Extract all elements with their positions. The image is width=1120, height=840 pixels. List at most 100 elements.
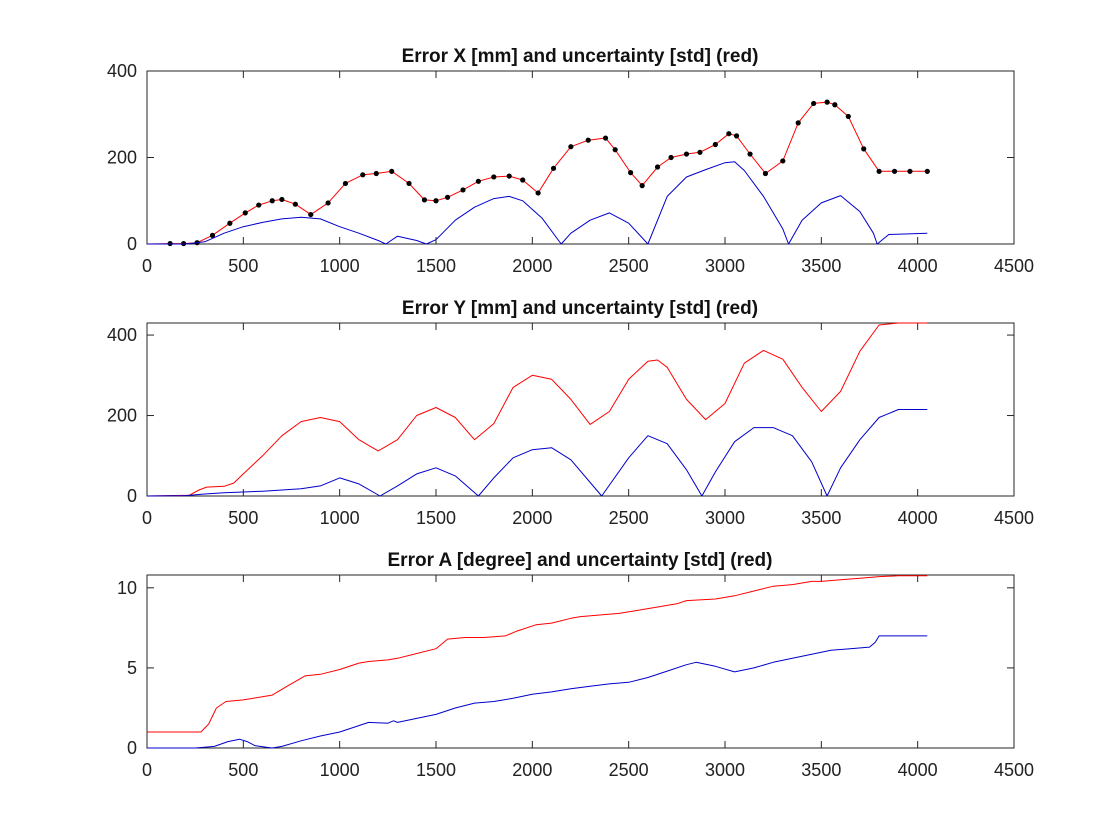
x-tick-label: 4500 xyxy=(994,256,1034,276)
data-point xyxy=(585,137,591,143)
data-point xyxy=(861,146,867,152)
x-tick-label: 0 xyxy=(142,508,152,528)
x-tick-label: 3000 xyxy=(705,508,745,528)
x-tick-label: 0 xyxy=(142,760,152,780)
data-point xyxy=(824,99,830,105)
x-tick-label: 2500 xyxy=(609,508,649,528)
x-tick-label: 0 xyxy=(142,256,152,276)
data-point xyxy=(406,180,412,187)
data-point xyxy=(845,113,851,120)
subplot-2-series xyxy=(146,322,928,497)
x-tick-label: 4000 xyxy=(898,256,938,276)
x-tick-label: 500 xyxy=(228,508,258,528)
x-tick-label: 4500 xyxy=(994,508,1034,528)
subplot-3-ticks: 0 500 1000 1500 2000 2500 3000 3500 4000 4500 0 5 10 xyxy=(117,575,1034,780)
data-point xyxy=(697,149,703,155)
data-point xyxy=(227,220,233,226)
data-point xyxy=(292,201,298,207)
subplot-3-axes xyxy=(146,574,1015,749)
x-tick-label: 4500 xyxy=(994,760,1034,780)
data-point xyxy=(654,164,661,170)
subplot-1-ticks: 0 500 1000 1500 2000 2500 3000 3500 4000 4500 0 200… xyxy=(107,61,1034,276)
y-tick-label: 10 xyxy=(117,578,137,598)
x-tick-label: 500 xyxy=(228,760,258,780)
subplot-2-title: Error Y [mm] and uncertainty [std] (red) xyxy=(402,298,758,319)
data-point xyxy=(256,202,262,208)
subplot-1-axes xyxy=(146,70,1015,245)
series-line-2 xyxy=(146,409,928,497)
data-point xyxy=(612,147,618,153)
x-tick-label: 500 xyxy=(228,256,258,276)
subplot-3: Error A [degree] and uncertainty [std] (… xyxy=(117,550,1034,780)
data-point xyxy=(389,168,395,174)
data-point xyxy=(475,178,481,184)
x-tick-label: 4000 xyxy=(898,508,938,528)
data-point xyxy=(491,174,497,180)
y-tick-label: 400 xyxy=(107,61,137,81)
data-point xyxy=(639,183,645,189)
data-point xyxy=(907,168,913,174)
data-point xyxy=(832,102,838,108)
data-point xyxy=(876,168,882,174)
subplot-1-title: Error X [mm] and uncertainty [std] (red) xyxy=(402,46,759,67)
data-point xyxy=(520,177,526,183)
data-point xyxy=(342,180,349,187)
data-point xyxy=(460,187,466,193)
data-point xyxy=(373,170,379,177)
data-point xyxy=(602,135,609,141)
data-point xyxy=(269,198,275,204)
y-tick-label: 0 xyxy=(127,486,137,506)
y-tick-label: 0 xyxy=(127,234,137,254)
x-tick-label: 2500 xyxy=(609,760,649,780)
data-point xyxy=(444,194,451,200)
data-point xyxy=(308,211,314,218)
data-point xyxy=(811,100,817,107)
subplot-3-title: Error A [degree] and uncertainty [std] (… xyxy=(388,550,773,571)
data-point xyxy=(279,196,285,203)
series-line-2 xyxy=(147,635,928,749)
y-tick-label: 200 xyxy=(107,148,137,168)
data-point xyxy=(726,131,732,137)
x-tick-label: 2000 xyxy=(512,508,552,528)
x-tick-label: 1000 xyxy=(320,508,360,528)
subplot-2: Error Y [mm] and uncertainty [std] (red)… xyxy=(107,298,1034,528)
data-point xyxy=(209,232,216,238)
x-tick-label: 3500 xyxy=(801,256,841,276)
data-point xyxy=(712,141,718,148)
subplot-1: Error X [mm] and uncertainty [std] (red)… xyxy=(107,46,1034,276)
x-tick-label: 3500 xyxy=(801,508,841,528)
data-point xyxy=(242,210,248,216)
data-point xyxy=(550,165,557,171)
x-tick-label: 1500 xyxy=(416,256,456,276)
data-point xyxy=(668,154,674,161)
y-tick-label: 5 xyxy=(127,658,137,678)
x-tick-label: 1000 xyxy=(320,760,360,780)
series-line-1 xyxy=(147,575,928,733)
x-tick-label: 2000 xyxy=(512,256,552,276)
x-tick-label: 2500 xyxy=(609,256,649,276)
data-point xyxy=(683,151,690,157)
x-tick-label: 1500 xyxy=(416,760,456,780)
data-point xyxy=(535,190,541,196)
data-point xyxy=(733,133,740,139)
data-point xyxy=(891,168,898,174)
series-line-2 xyxy=(147,161,928,245)
series-line-1 xyxy=(146,322,928,497)
data-point xyxy=(747,151,753,157)
x-tick-label: 3000 xyxy=(705,760,745,780)
x-tick-label: 1000 xyxy=(320,256,360,276)
data-point xyxy=(762,170,769,177)
x-tick-label: 1500 xyxy=(416,508,456,528)
data-point xyxy=(433,198,439,204)
data-point xyxy=(568,144,574,150)
y-tick-label: 0 xyxy=(127,738,137,758)
x-tick-label: 3500 xyxy=(801,760,841,780)
subplot-2-axes xyxy=(146,322,1015,497)
data-point xyxy=(795,120,801,126)
data-point xyxy=(780,158,786,164)
data-point xyxy=(421,197,428,203)
x-tick-label: 2000 xyxy=(512,760,552,780)
data-point xyxy=(506,173,512,179)
y-tick-label: 200 xyxy=(107,406,137,426)
